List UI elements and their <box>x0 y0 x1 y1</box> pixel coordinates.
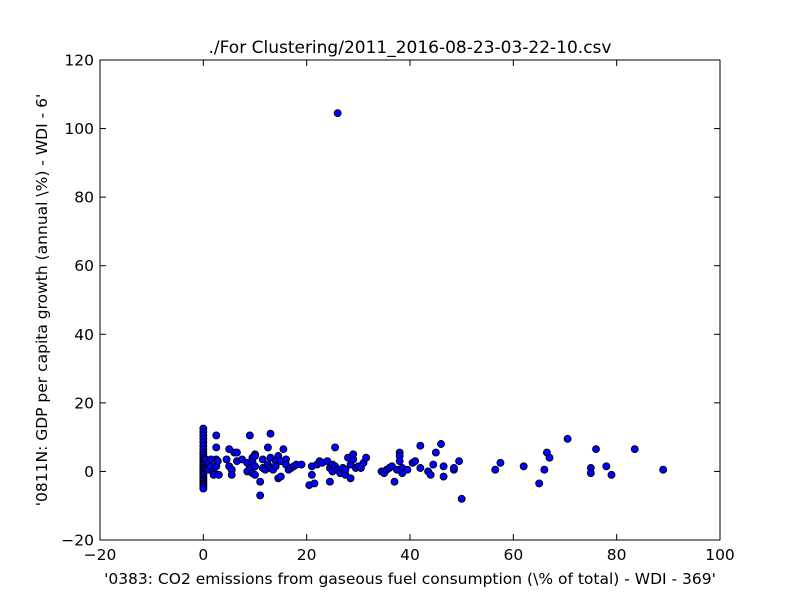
scatter-point <box>263 443 272 452</box>
scatter-point <box>545 453 554 462</box>
y-tick-label: 20 <box>74 394 94 412</box>
scatter-point <box>403 465 412 474</box>
scatter-point <box>276 472 285 481</box>
y-tick-label: 120 <box>64 52 94 70</box>
scatter-point <box>592 445 600 454</box>
scatter-point <box>212 431 221 440</box>
y-axis-ticks: −20 0 20 40 60 80 100 120 <box>61 52 720 550</box>
scatter-point <box>251 452 259 460</box>
y-tick-label: 0 <box>84 463 94 481</box>
scatter-point <box>245 431 254 440</box>
x-tick-label: 0 <box>198 546 208 564</box>
scatter-point <box>411 457 420 466</box>
x-tick-label: 40 <box>400 546 420 564</box>
scatter-point <box>659 465 668 474</box>
scatter-point <box>341 465 350 474</box>
scatter-point <box>213 457 222 466</box>
scatter-point <box>540 465 549 474</box>
y-axis-label: '0811N: GDP per capita growth (annual \%… <box>33 94 51 506</box>
scatter-point <box>256 477 265 486</box>
scatter-point <box>586 469 595 478</box>
scatter-point <box>232 448 241 457</box>
scatter-point <box>390 477 399 486</box>
scatter-point <box>227 470 236 479</box>
y-tick-label: 100 <box>64 120 94 138</box>
x-tick-label: 80 <box>607 546 627 564</box>
y-tick-label: 60 <box>74 257 94 275</box>
scatter-point <box>346 474 355 483</box>
scatter-point <box>431 448 440 457</box>
scatter-point <box>307 470 316 479</box>
scatter-point <box>251 470 259 479</box>
scatter-point <box>426 470 435 479</box>
scatter-point <box>491 465 500 474</box>
x-tick-label: −20 <box>84 546 117 564</box>
y-tick-label: −20 <box>61 532 94 550</box>
scatter-point <box>519 462 528 471</box>
scatter-point <box>333 109 342 118</box>
scatter-point <box>199 484 208 493</box>
scatter-point <box>297 460 306 469</box>
scatter-point <box>416 441 425 450</box>
x-axis-label: '0383: CO2 emissions from gaseous fuel c… <box>104 570 716 588</box>
x-tick-label: 60 <box>503 546 523 564</box>
scatter-point <box>437 440 445 448</box>
scatter-point <box>251 462 259 471</box>
y-tick-label: 40 <box>74 326 94 344</box>
scatter-point <box>535 479 544 488</box>
scatter-point <box>449 464 458 472</box>
scatter-point <box>439 472 448 481</box>
scatter-point <box>271 462 280 471</box>
scatter-point <box>395 457 404 466</box>
scatter-points <box>199 109 668 503</box>
plot-area <box>99 59 721 541</box>
x-tick-label: 100 <box>705 546 735 564</box>
scatter-point <box>331 443 340 452</box>
scatter-point <box>602 462 611 471</box>
scatter-point <box>630 445 639 454</box>
scatter-point <box>457 494 466 503</box>
scatter-point <box>429 460 438 469</box>
scatter-point <box>455 457 464 466</box>
scatter-point <box>222 455 231 464</box>
scatter-point <box>416 464 425 472</box>
scatter-point <box>266 429 275 438</box>
scatter-point <box>279 445 288 454</box>
scatter-point <box>349 455 358 464</box>
scatter-point <box>439 462 448 471</box>
scatter-point <box>214 470 223 479</box>
scatter-point <box>256 491 265 500</box>
x-tick-label: 20 <box>297 546 317 564</box>
scatter-point <box>563 434 572 443</box>
scatter-point <box>258 455 267 464</box>
scatter-point <box>496 458 505 467</box>
scatter-point <box>325 477 334 486</box>
scatter-point <box>607 470 616 479</box>
scatter-point <box>362 453 371 462</box>
x-axis-ticks: −20 0 20 40 60 80 100 <box>84 60 735 564</box>
y-tick-label: 80 <box>74 189 94 207</box>
scatter-point <box>310 479 319 488</box>
scatter-point <box>212 443 221 452</box>
chart-title: ./For Clustering/2011_2016-08-23-03-22-1… <box>209 38 612 58</box>
